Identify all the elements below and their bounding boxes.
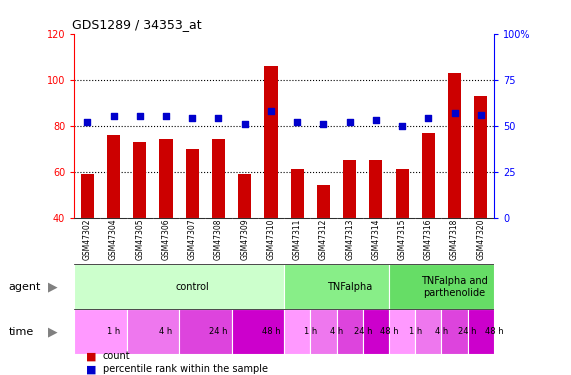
Bar: [284, 264, 389, 309]
Bar: [107, 135, 120, 218]
Point: [188, 115, 197, 121]
Text: TNFalpha: TNFalpha: [327, 282, 372, 292]
Text: 4 h: 4 h: [435, 327, 448, 336]
Text: 24 h: 24 h: [353, 327, 372, 336]
Text: 1 h: 1 h: [107, 327, 120, 336]
Text: GSM47312: GSM47312: [319, 218, 328, 260]
Bar: [441, 309, 468, 354]
Bar: [422, 132, 435, 218]
Text: GSM47307: GSM47307: [188, 218, 197, 260]
Text: GSM47306: GSM47306: [162, 218, 171, 260]
Point: [371, 117, 380, 123]
Point: [450, 110, 459, 116]
Bar: [179, 309, 232, 354]
Bar: [291, 169, 304, 217]
Bar: [159, 140, 172, 218]
Bar: [336, 309, 363, 354]
Point: [83, 119, 92, 125]
Text: GSM47302: GSM47302: [83, 218, 92, 260]
Bar: [212, 140, 225, 218]
Text: GSM47316: GSM47316: [424, 218, 433, 260]
Text: 24 h: 24 h: [459, 327, 477, 336]
Text: 4 h: 4 h: [159, 327, 172, 336]
Point: [345, 119, 354, 125]
Bar: [369, 160, 383, 218]
Text: count: count: [103, 351, 130, 361]
Bar: [468, 309, 494, 354]
Text: GSM47314: GSM47314: [371, 218, 380, 260]
Bar: [284, 309, 310, 354]
Bar: [127, 309, 179, 354]
Point: [424, 115, 433, 121]
Bar: [343, 160, 356, 218]
Text: GSM47308: GSM47308: [214, 218, 223, 260]
Text: GSM47318: GSM47318: [450, 218, 459, 260]
Text: 48 h: 48 h: [380, 327, 399, 336]
Text: GSM47304: GSM47304: [109, 218, 118, 260]
Bar: [389, 264, 494, 309]
Text: 48 h: 48 h: [485, 327, 503, 336]
Bar: [74, 264, 284, 309]
Text: time: time: [9, 327, 34, 337]
Text: agent: agent: [9, 282, 41, 292]
Bar: [133, 142, 146, 218]
Point: [292, 119, 301, 125]
Bar: [310, 309, 336, 354]
Bar: [186, 148, 199, 217]
Point: [397, 123, 407, 129]
Text: GSM47310: GSM47310: [267, 218, 275, 260]
Text: 24 h: 24 h: [209, 327, 228, 336]
Text: ■: ■: [86, 364, 96, 374]
Bar: [448, 73, 461, 217]
Bar: [232, 309, 284, 354]
Point: [267, 108, 276, 114]
Point: [135, 113, 144, 119]
Text: TNFalpha and
parthenolide: TNFalpha and parthenolide: [421, 276, 488, 298]
Text: GSM47315: GSM47315: [397, 218, 407, 260]
Point: [109, 113, 118, 119]
Text: percentile rank within the sample: percentile rank within the sample: [103, 364, 268, 374]
Text: 1 h: 1 h: [409, 327, 422, 336]
Text: control: control: [175, 282, 209, 292]
Text: GSM47309: GSM47309: [240, 218, 249, 260]
Bar: [264, 66, 278, 218]
Text: GSM47311: GSM47311: [293, 218, 301, 260]
Point: [214, 115, 223, 121]
Bar: [238, 174, 251, 217]
Bar: [81, 174, 94, 217]
Point: [476, 112, 485, 118]
Text: 4 h: 4 h: [330, 327, 343, 336]
Bar: [317, 185, 330, 218]
Text: GSM47305: GSM47305: [135, 218, 144, 260]
Text: GSM47313: GSM47313: [345, 218, 354, 260]
Bar: [363, 309, 389, 354]
Bar: [475, 96, 488, 218]
Text: ▶: ▶: [48, 326, 57, 338]
Bar: [389, 309, 415, 354]
Text: ▶: ▶: [48, 280, 57, 293]
Bar: [396, 169, 409, 217]
Point: [240, 121, 250, 127]
Text: GDS1289 / 34353_at: GDS1289 / 34353_at: [72, 18, 202, 31]
Text: ■: ■: [86, 351, 96, 361]
Point: [319, 121, 328, 127]
Bar: [74, 309, 127, 354]
Text: 48 h: 48 h: [262, 327, 280, 336]
Text: 1 h: 1 h: [304, 327, 317, 336]
Text: GSM47320: GSM47320: [476, 218, 485, 260]
Bar: [415, 309, 441, 354]
Point: [162, 113, 171, 119]
